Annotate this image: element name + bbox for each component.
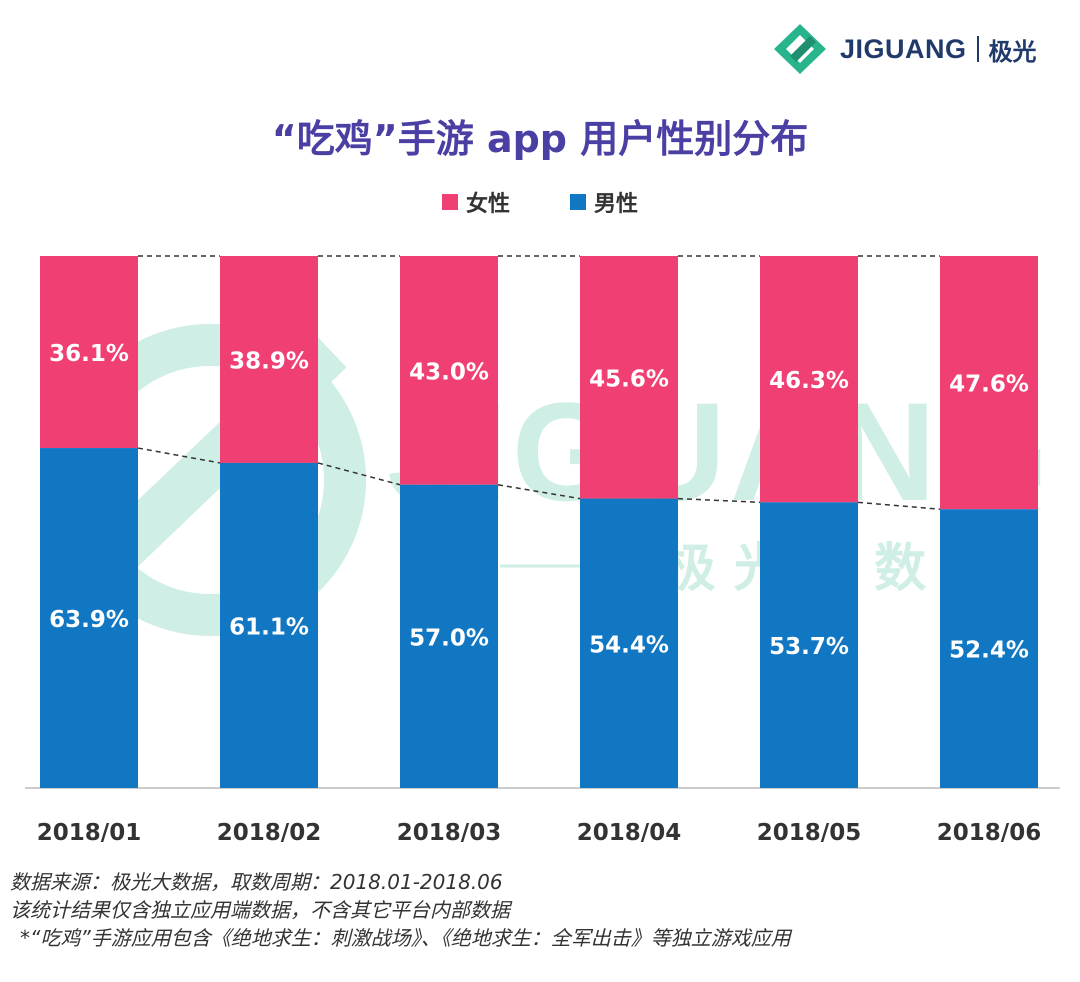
x-tick-label-2018/02: 2018/02 [217,820,321,846]
data-label-female-2018/01: 36.1% [49,341,129,367]
data-label-male-2018/04: 54.4% [589,632,669,658]
chart-legend: 女性 男性 [0,186,1080,218]
bar-female-2018/05 [760,256,858,503]
connector-split-0 [137,447,221,464]
bar-male-2018/03 [400,484,498,788]
jiguang-logo: JIGUANG 极光 [770,22,1037,76]
data-label-female-2018/03: 43.0% [409,359,489,385]
data-label-male-2018/06: 52.4% [949,638,1029,664]
x-tick-label-2018/05: 2018/05 [757,820,861,846]
connector-split-2 [497,484,581,500]
legend-item-female: 女性 [441,186,510,218]
logo-divider [976,36,979,62]
bar-female-2018/01 [40,256,138,449]
x-tick-label-2018/03: 2018/03 [397,820,501,846]
bar-female-2018/02 [220,256,318,463]
footnote-scope: 该统计结果仅含独立应用端数据，不含其它平台内部数据 [10,898,510,922]
x-tick-label-2018/06: 2018/06 [937,820,1041,846]
legend-label-female: 女性 [465,192,510,217]
legend-label-male: 男性 [594,192,639,217]
legend-swatch-female [441,194,458,210]
bar-male-2018/04 [580,498,678,788]
x-tick-label-2018/04: 2018/04 [577,820,681,846]
connector-split-4 [857,501,941,510]
data-label-male-2018/05: 53.7% [769,634,849,660]
bar-male-2018/06 [940,509,1038,788]
data-label-female-2018/06: 47.6% [949,372,1029,398]
logo-brand: JIGUANG [840,33,967,64]
connector-split-3 [677,497,761,504]
stacked-bar-chart: JIGUANG 极 光 大 数 据 36.1%63.9%2018/0138.9%… [25,255,1060,846]
footnote-definition: *“吃鸡”手游应用包含《绝地求生：刺激战场》、《绝地求生：全军出击》等独立游戏应… [20,926,791,950]
legend-swatch-male [570,194,586,210]
data-label-male-2018/01: 63.9% [49,607,129,633]
x-tick-label-2018/01: 2018/01 [37,820,141,846]
data-label-male-2018/03: 57.0% [409,625,489,651]
logo-cn: 极光 [988,37,1037,66]
chart-title: “吃鸡”手游 app 用户性别分布 [271,117,809,161]
data-label-female-2018/05: 46.3% [769,368,849,394]
bar-female-2018/06 [940,256,1038,510]
bar-female-2018/04 [580,256,678,499]
jiguang-logo-icon [774,24,826,74]
bar-male-2018/05 [760,502,858,788]
legend-item-male: 男性 [570,186,638,218]
data-label-female-2018/04: 45.6% [589,366,669,392]
bar-female-2018/03 [400,256,498,485]
footnote-source: 数据来源：极光大数据，取数周期：2018.01-2018.06 [10,870,503,894]
bar-male-2018/01 [40,448,138,788]
data-label-male-2018/02: 61.1% [229,614,309,640]
data-label-female-2018/02: 38.9% [229,348,309,374]
bar-male-2018/02 [220,462,318,788]
footnotes: 数据来源：极光大数据，取数周期：2018.01-2018.06 该统计结果仅含独… [10,868,791,952]
